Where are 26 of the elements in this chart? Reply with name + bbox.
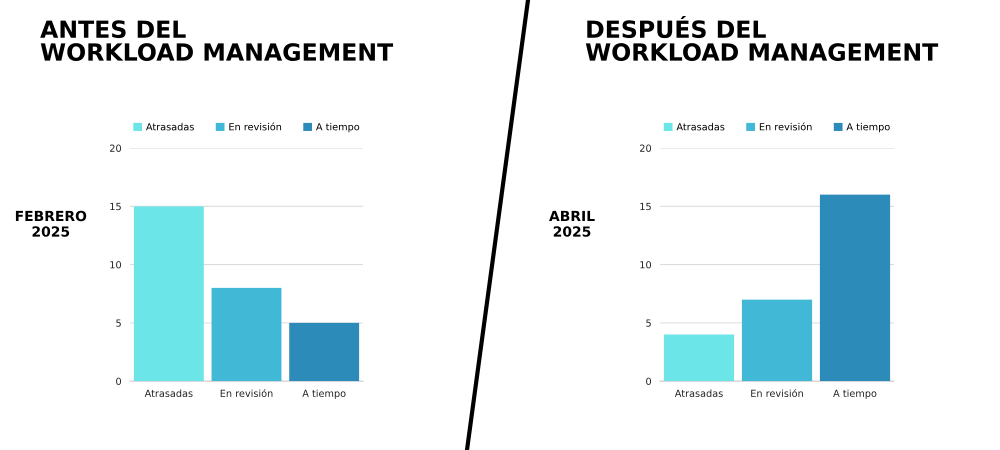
x-tick-label: A tiempo <box>833 389 876 399</box>
y-tick-label: 5 <box>116 319 121 327</box>
x-tick-label: A tiempo <box>302 389 346 399</box>
y-tick-label: 15 <box>640 202 651 210</box>
legend-label: Atrasadas <box>146 122 194 130</box>
y-tick-label: 10 <box>110 261 122 268</box>
x-tick-label: En revisión <box>751 389 803 398</box>
y-tick-label: 20 <box>110 144 122 152</box>
x-tick-label: En revisión <box>220 389 272 398</box>
x-tick-label: Atrasadas <box>674 389 723 398</box>
y-axis-title: ABRIL 2025 <box>549 210 595 237</box>
legend-label: En revisión <box>229 122 282 130</box>
y-tick-label: 20 <box>640 144 652 152</box>
y-tick-label: 10 <box>640 261 652 268</box>
y-tick-label: 0 <box>646 378 652 385</box>
legend-label: A tiempo <box>316 122 360 132</box>
y-tick-label: 15 <box>110 202 121 210</box>
x-tick-label: Atrasadas <box>144 389 193 398</box>
legend-label: En revisión <box>760 122 812 130</box>
y-tick-label: 0 <box>116 378 122 385</box>
legend-label: Atrasadas <box>676 122 724 130</box>
legend-label: A tiempo <box>846 122 890 132</box>
chart-title: DESPUÉS DEL WORKLOAD MANAGEMENT <box>586 16 938 61</box>
y-axis-title: FEBRERO 2025 <box>16 210 86 237</box>
chart-title: ANTES DEL WORKLOAD MANAGEMENT <box>40 20 394 61</box>
y-tick-label: 5 <box>646 319 651 327</box>
